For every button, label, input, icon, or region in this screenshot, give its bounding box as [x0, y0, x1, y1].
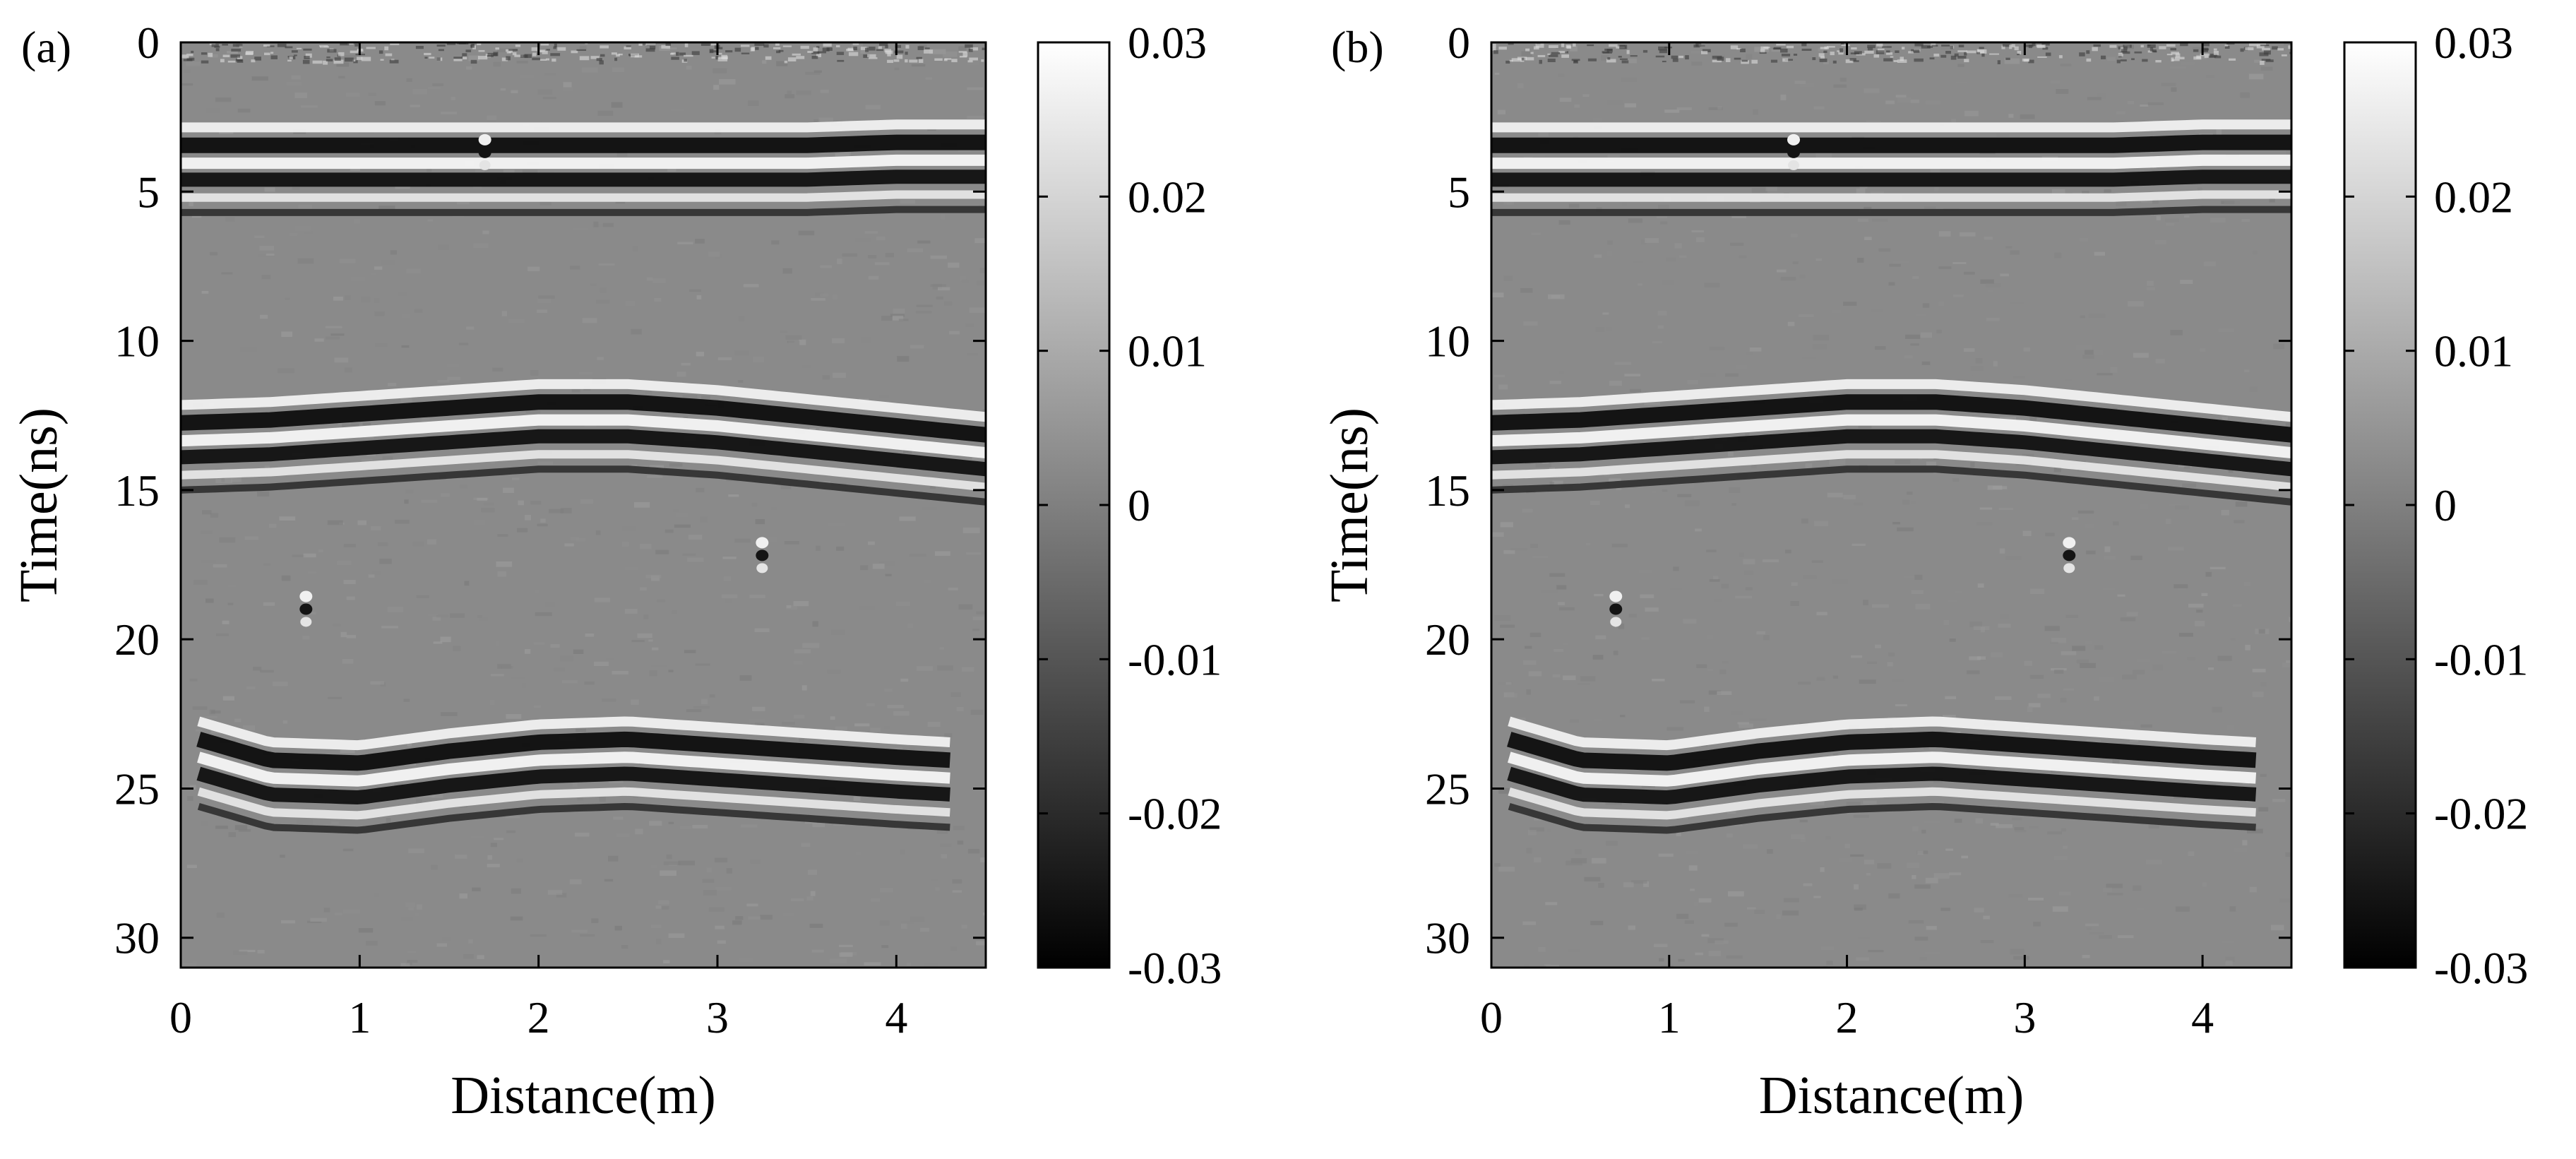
- x-tick-label: 1: [348, 992, 371, 1042]
- y-tick-label: 10: [114, 316, 160, 367]
- y-tick-label: 25: [114, 763, 160, 814]
- reflector-3: [196, 716, 950, 834]
- y-axis-label: Time(ns): [1320, 408, 1379, 602]
- diffraction-point-3: [756, 537, 769, 573]
- colorbar-gradient: [1037, 41, 1111, 969]
- reflector-2: [181, 379, 986, 506]
- colorbar-tick-label: 0.01: [1128, 326, 1207, 376]
- y-tick-label: 15: [1425, 465, 1470, 516]
- y-axis: 0 5 10 15 20 25 30: [1425, 18, 2291, 963]
- panel-label: (a): [21, 22, 71, 72]
- y-tick-label: 0: [137, 18, 160, 68]
- y-tick-label: 20: [1425, 614, 1470, 665]
- y-tick-label: 15: [114, 465, 160, 516]
- reflector-2: [1491, 379, 2291, 506]
- direct-wave-noise: [181, 42, 986, 65]
- x-tick-label: 0: [169, 992, 192, 1042]
- diffraction-point-1: [478, 133, 491, 170]
- colorbar-tick-label: -0.02: [2434, 789, 2528, 839]
- plot-frame: [179, 41, 987, 969]
- reflector-1: [181, 119, 986, 216]
- radargram-image: [181, 42, 986, 968]
- plot-frame: [1490, 41, 2293, 969]
- y-tick-label: 30: [1425, 913, 1470, 963]
- x-tick-label: 2: [1836, 992, 1859, 1042]
- y-axis-label: Time(ns): [9, 408, 68, 602]
- reflector-3: [1507, 716, 2257, 834]
- y-tick-label: 25: [1425, 763, 1470, 814]
- x-tick-label: 1: [1658, 992, 1681, 1042]
- colorbar-tick-label: 0: [2434, 480, 2457, 530]
- x-axis: 0 1 2 3 4: [169, 42, 907, 1042]
- colorbar-tick-label: 0.03: [1128, 18, 1207, 68]
- diffraction-point-2: [1609, 590, 1623, 627]
- colorbar-gradient: [2343, 41, 2417, 969]
- diffraction-point-1: [1787, 133, 1801, 170]
- y-tick-label: 5: [1448, 167, 1470, 217]
- radargram-image: [1491, 42, 2291, 968]
- diffraction-point-2: [299, 590, 313, 627]
- colorbar-tick-label: -0.01: [2434, 634, 2528, 684]
- colorbar-tick-label: -0.03: [2434, 943, 2528, 993]
- colorbar-tick-label: 0.01: [2434, 326, 2513, 376]
- x-tick-label: 2: [527, 992, 550, 1042]
- panel-label: (b): [1331, 22, 1384, 72]
- colorbar-tick-label: 0.03: [2434, 18, 2513, 68]
- colorbar-tick-label: 0: [1128, 480, 1150, 530]
- x-axis-label: Distance(m): [451, 1066, 716, 1125]
- x-tick-label: 4: [2191, 992, 2214, 1042]
- y-tick-label: 10: [1425, 316, 1470, 367]
- chart-panel-b: 0 1 2 3 4 Distance(m) 0 5 10 15 20 25 30 Time(ns) (b) 0…: [1320, 18, 2528, 1125]
- x-axis: 0 1 2 3 4: [1480, 42, 2214, 1042]
- chart-panel-a: 0 1 2 3 4 Distance(m) 0 5 10 15 20 25 30 Time(ns) (a) 0…: [9, 18, 1222, 1125]
- x-tick-label: 3: [2013, 992, 2036, 1042]
- colorbar: 0.03 0.02 0.01 0 -0.01 -0.02 -0.03: [1037, 18, 1222, 993]
- x-axis-label: Distance(m): [1759, 1066, 2025, 1125]
- x-tick-label: 3: [706, 992, 729, 1042]
- reflector-1: [1491, 119, 2291, 216]
- colorbar-tick-label: 0.02: [1128, 172, 1207, 222]
- diffraction-point-3: [2063, 537, 2076, 573]
- y-tick-label: 20: [114, 614, 160, 665]
- y-tick-label: 5: [137, 167, 160, 217]
- x-tick-label: 0: [1480, 992, 1503, 1042]
- colorbar: 0.03 0.02 0.01 0 -0.01 -0.02 -0.03: [2343, 18, 2528, 993]
- colorbar-tick-label: -0.01: [1128, 634, 1222, 684]
- y-tick-label: 30: [114, 913, 160, 963]
- y-tick-label: 0: [1448, 18, 1470, 68]
- y-axis: 0 5 10 15 20 25 30: [114, 18, 986, 963]
- direct-wave-noise: [1491, 42, 2291, 65]
- x-tick-label: 4: [885, 992, 907, 1042]
- colorbar-tick-label: -0.02: [1128, 789, 1222, 839]
- colorbar-tick-label: -0.03: [1128, 943, 1222, 993]
- colorbar-tick-label: 0.02: [2434, 172, 2513, 222]
